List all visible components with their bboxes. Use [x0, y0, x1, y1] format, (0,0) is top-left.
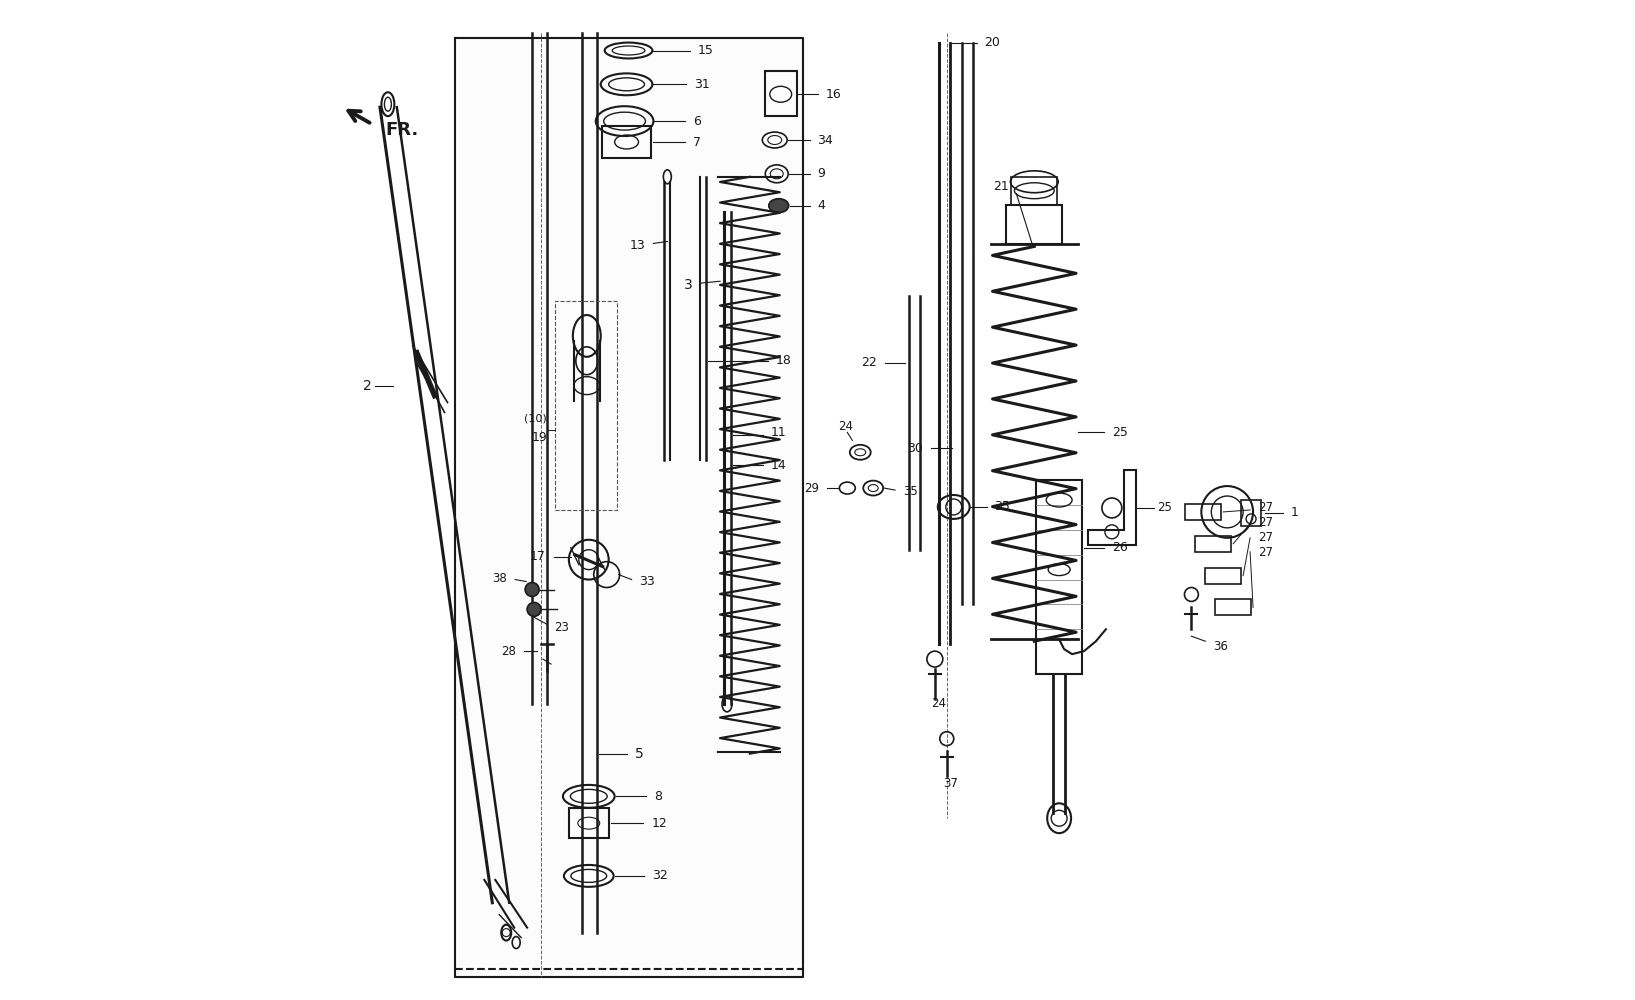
Text: 36: 36 — [1213, 640, 1228, 653]
Bar — [569, 808, 608, 838]
Text: 17: 17 — [530, 550, 546, 563]
Text: 23: 23 — [554, 621, 569, 634]
Ellipse shape — [768, 199, 788, 213]
Bar — [1241, 500, 1261, 526]
Text: 25: 25 — [1158, 501, 1172, 514]
Bar — [1007, 205, 1063, 244]
Text: 29: 29 — [804, 482, 819, 495]
Text: 27: 27 — [1257, 501, 1274, 514]
Text: 8: 8 — [654, 790, 662, 803]
Text: 31: 31 — [695, 78, 710, 91]
Bar — [1012, 177, 1058, 205]
Text: 14: 14 — [770, 459, 786, 472]
Text: 22: 22 — [862, 356, 876, 369]
Text: 27: 27 — [1257, 531, 1274, 544]
Bar — [602, 126, 651, 158]
Text: 4: 4 — [818, 199, 826, 212]
Bar — [1185, 504, 1221, 520]
Text: 28: 28 — [502, 645, 517, 658]
Text: 3: 3 — [683, 278, 692, 292]
Text: 15: 15 — [698, 44, 714, 57]
Text: (10): (10) — [525, 413, 548, 423]
Bar — [765, 71, 796, 116]
Text: 6: 6 — [693, 115, 701, 128]
Text: 30: 30 — [907, 442, 922, 455]
Bar — [1215, 599, 1251, 615]
Text: 26: 26 — [1112, 541, 1128, 554]
Text: 37: 37 — [943, 777, 958, 790]
Text: 32: 32 — [652, 869, 669, 882]
Text: FR.: FR. — [384, 121, 419, 139]
Text: 1: 1 — [1292, 506, 1298, 519]
Text: 25: 25 — [1112, 426, 1128, 439]
Bar — [1195, 536, 1231, 552]
Text: 16: 16 — [826, 88, 840, 101]
Text: 5: 5 — [634, 747, 643, 761]
Text: 35: 35 — [994, 500, 1010, 513]
Circle shape — [525, 583, 540, 596]
Bar — [1205, 568, 1241, 584]
Text: 12: 12 — [651, 817, 667, 830]
Bar — [554, 301, 616, 510]
Text: 34: 34 — [818, 134, 834, 147]
Text: 35: 35 — [903, 485, 917, 498]
Text: 24: 24 — [932, 697, 947, 710]
Text: 13: 13 — [629, 239, 646, 252]
Text: 27: 27 — [1257, 546, 1274, 559]
Text: 21: 21 — [992, 180, 1009, 193]
Polygon shape — [455, 38, 803, 977]
Bar — [1037, 480, 1082, 674]
Text: 20: 20 — [984, 36, 1001, 49]
Text: 33: 33 — [639, 575, 656, 588]
Text: 18: 18 — [775, 354, 791, 367]
Text: 24: 24 — [837, 420, 853, 433]
Text: 9: 9 — [818, 167, 826, 180]
Text: 38: 38 — [492, 572, 507, 585]
Text: 11: 11 — [770, 426, 786, 439]
Text: 2: 2 — [363, 379, 371, 393]
Text: 19: 19 — [531, 431, 548, 444]
Text: 27: 27 — [1257, 516, 1274, 529]
Circle shape — [526, 602, 541, 616]
Text: 7: 7 — [693, 135, 701, 148]
